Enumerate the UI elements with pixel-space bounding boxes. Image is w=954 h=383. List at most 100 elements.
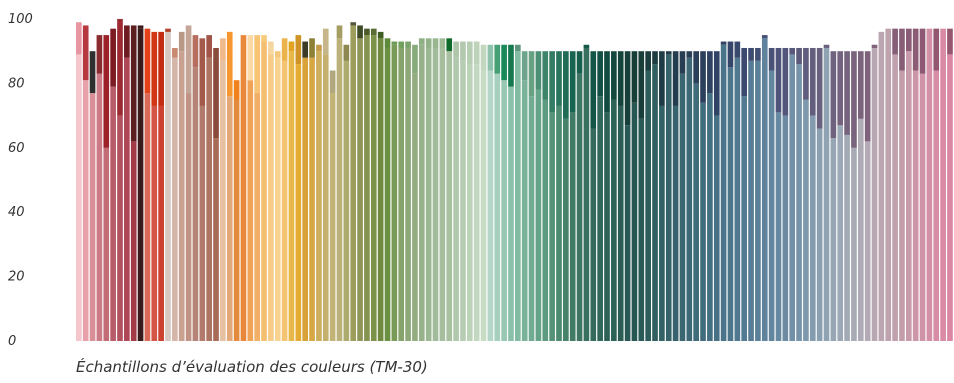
bar-segment-top bbox=[172, 47, 178, 58]
bar-segment-top bbox=[501, 44, 507, 81]
bar-segment-top bbox=[220, 38, 226, 61]
bar-segment-base bbox=[899, 70, 905, 342]
bar-segment-top bbox=[233, 80, 240, 100]
bar-segment-base bbox=[281, 60, 288, 342]
bar-segment-base bbox=[775, 112, 782, 341]
bar-segment-top bbox=[734, 41, 741, 58]
bar-segment-top bbox=[919, 28, 926, 74]
bar-segment-top bbox=[316, 44, 322, 52]
bar-segment-base bbox=[466, 64, 473, 341]
bar-segment-top bbox=[720, 41, 727, 45]
bar-segment-top bbox=[418, 38, 425, 45]
bar-segment-top bbox=[679, 51, 686, 74]
bar-segment-top bbox=[611, 51, 617, 100]
bar-segment-base bbox=[76, 54, 82, 342]
bar-segment-base bbox=[144, 93, 151, 341]
y-tick-label: 20 bbox=[8, 270, 25, 285]
bar-segment-top bbox=[515, 44, 521, 52]
bar-segment-base bbox=[412, 73, 418, 342]
bar-segment-top bbox=[563, 51, 569, 119]
bar-segment-base bbox=[398, 47, 405, 341]
bar-segment-top bbox=[281, 38, 288, 61]
bar-segment-top bbox=[535, 51, 542, 90]
bar-segment-top bbox=[569, 51, 576, 113]
bar-segment-top bbox=[590, 51, 597, 129]
bar-segment-base bbox=[274, 57, 281, 341]
bar-segment-base bbox=[391, 44, 398, 341]
bar-segment-top bbox=[789, 47, 796, 55]
bar-segment-base bbox=[439, 47, 446, 341]
bar-segment-base bbox=[487, 70, 494, 342]
bar-segment-base bbox=[336, 38, 343, 341]
bar-segment-top bbox=[178, 31, 185, 52]
bar-segment-base bbox=[659, 105, 665, 341]
bar-segment-top bbox=[487, 44, 494, 71]
bar-segment-base bbox=[350, 25, 357, 341]
bar-segment-base bbox=[638, 118, 645, 341]
bar-segment-top bbox=[268, 41, 274, 55]
bar-segment-base bbox=[377, 38, 384, 341]
bar-segment-base bbox=[748, 60, 754, 342]
bar-segment-top bbox=[947, 28, 953, 55]
bar-segment-base bbox=[178, 51, 185, 341]
bar-segment-base bbox=[830, 138, 837, 341]
bar-segment-base bbox=[220, 60, 226, 342]
bar-segment-top bbox=[604, 51, 610, 113]
bar-segment-top bbox=[768, 47, 775, 71]
bar-segment-base bbox=[816, 128, 823, 341]
bar-segment-top bbox=[370, 28, 377, 36]
bar-segment-top bbox=[350, 22, 357, 26]
bar-segment-base bbox=[569, 112, 576, 341]
bar-segment-base bbox=[563, 118, 569, 341]
bar-segment-top bbox=[933, 28, 940, 71]
y-tick-label: 0 bbox=[8, 334, 16, 349]
bar-segment-base bbox=[768, 70, 775, 342]
bar-segment-base bbox=[528, 96, 535, 341]
bar-segment-top bbox=[645, 51, 651, 71]
bar-segment-base bbox=[247, 80, 254, 342]
y-tick-label: 100 bbox=[8, 12, 33, 27]
bar-segment-top bbox=[103, 35, 110, 148]
bar-segment-base bbox=[316, 51, 322, 341]
bar-segment-base bbox=[631, 102, 638, 341]
bar-segment-top bbox=[398, 41, 405, 48]
bar-segment-base bbox=[556, 105, 562, 341]
bar-segment-top bbox=[165, 28, 171, 32]
bar-segment-top bbox=[775, 47, 782, 113]
bar-segment-top bbox=[576, 51, 583, 74]
y-tick-label: 40 bbox=[8, 205, 25, 220]
bar-segment-base bbox=[933, 70, 940, 342]
bar-segment-top bbox=[336, 25, 343, 39]
bar-segment-top bbox=[905, 28, 912, 52]
bar-segment-base bbox=[103, 147, 110, 341]
bar-segment-top bbox=[851, 51, 857, 148]
bar-segment-base bbox=[707, 93, 713, 341]
bar-segment-top bbox=[364, 28, 370, 36]
bar-segment-top bbox=[782, 47, 789, 116]
bar-segment-base bbox=[501, 80, 507, 342]
bar-segment-base bbox=[240, 35, 247, 341]
bar-segment-base bbox=[940, 28, 946, 341]
bar-segment-base bbox=[720, 44, 727, 341]
bar-segment-top bbox=[631, 51, 638, 103]
bar-segment-top bbox=[624, 51, 631, 126]
bar-segment-base bbox=[124, 57, 130, 341]
bar-segment-base bbox=[576, 73, 583, 342]
bar-segment-base bbox=[665, 54, 672, 342]
bar-segment-top bbox=[803, 47, 809, 100]
bar-segment-top bbox=[707, 51, 713, 94]
bar-segment-base bbox=[418, 44, 425, 341]
bar-segment-base bbox=[947, 54, 953, 342]
bar-segment-top bbox=[665, 51, 672, 55]
bar-segment-top bbox=[892, 28, 898, 55]
bar-segment-base bbox=[473, 64, 480, 341]
bar-segment-base bbox=[549, 112, 555, 341]
bar-segment-base bbox=[96, 73, 103, 342]
bar-segment-base bbox=[322, 54, 329, 342]
bar-segment-base bbox=[611, 99, 617, 341]
bar-segment-base bbox=[542, 99, 549, 341]
bar-segment-base bbox=[864, 141, 871, 341]
bar-segment-base bbox=[912, 70, 919, 342]
bar-segment-top bbox=[583, 44, 590, 48]
